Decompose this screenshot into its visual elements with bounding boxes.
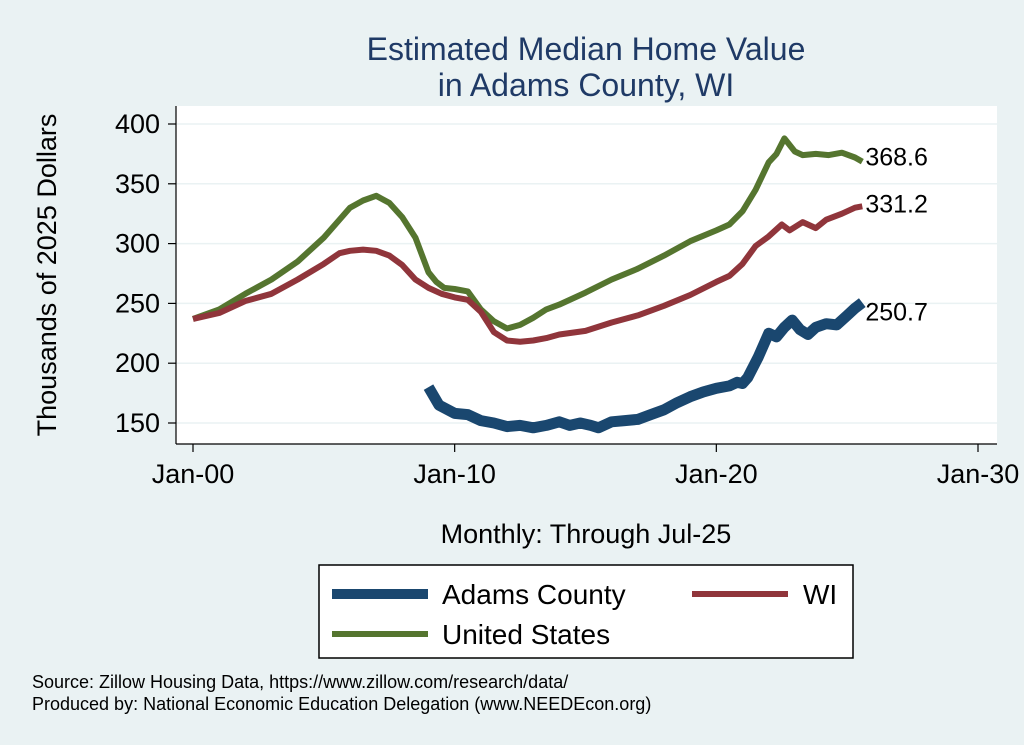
legend-label-united-states: United States (442, 619, 610, 650)
y-tick-label-150: 150 (115, 408, 160, 438)
source-note: Source: Zillow Housing Data, https://www… (32, 672, 568, 692)
legend-label-wi: WI (803, 579, 837, 610)
legend-box (318, 564, 854, 659)
legend: Adams County WI United States (318, 564, 854, 659)
producer-note: Produced by: National Economic Education… (32, 694, 651, 714)
series-lines (191, 135, 866, 434)
x-axis-label: Monthly: Through Jul-25 (441, 519, 732, 549)
chart-title: Estimated Median Home Value (367, 31, 806, 67)
axes: 150 200 250 300 350 400 Jan-00 Jan-10 Jan-20 Jan-… (115, 106, 1019, 489)
end-labels: 250.7 331.2 368.6 (865, 144, 928, 327)
y-tick-label-200: 200 (115, 348, 160, 378)
series-line-wi (192, 203, 863, 345)
x-tick-label-Jan-00: Jan-00 (152, 459, 235, 489)
y-axis-label: Thousands of 2025 Dollars (32, 114, 62, 437)
end-label-united-states: 368.6 (865, 144, 928, 172)
x-tick-label-Jan-20: Jan-20 (675, 459, 758, 489)
x-tick-label-Jan-30: Jan-30 (937, 459, 1020, 489)
y-tick-label-350: 350 (115, 169, 160, 199)
y-tick-label-250: 250 (115, 288, 160, 318)
legend-label-adams-county: Adams County (442, 579, 626, 610)
series-line-adams-county (423, 298, 866, 434)
y-tick-label-400: 400 (115, 109, 160, 139)
series-line-united-states (191, 135, 864, 332)
end-label-wi: 331.2 (865, 190, 928, 218)
x-tick-label-Jan-10: Jan-10 (413, 459, 496, 489)
chart-subtitle: in Adams County, WI (438, 67, 734, 103)
end-label-adams-county: 250.7 (865, 299, 928, 327)
y-tick-label-300: 300 (115, 229, 160, 259)
